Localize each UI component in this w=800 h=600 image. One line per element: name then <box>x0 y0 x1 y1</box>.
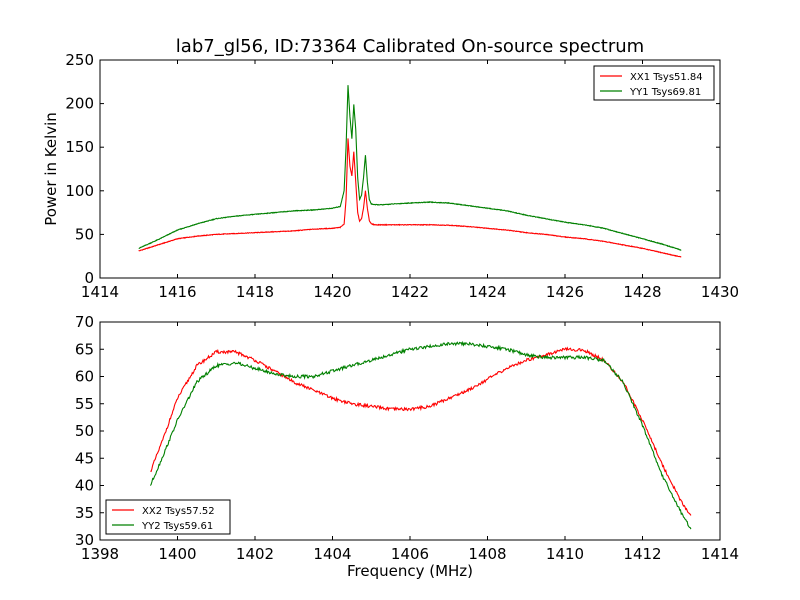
x-tick-label: 1426 <box>546 283 584 301</box>
y-tick-label: 55 <box>75 395 94 413</box>
x-tick-label: 1412 <box>623 545 661 563</box>
legend-entry: XX1 Tsys51.84 <box>630 72 703 83</box>
y-tick-label: 60 <box>75 368 94 386</box>
y-tick-label: 40 <box>75 477 94 495</box>
y-tick-label: 100 <box>65 182 94 200</box>
x-tick-label: 1408 <box>468 545 506 563</box>
y-tick-label: 45 <box>75 449 94 467</box>
y-tick-label: 0 <box>84 269 94 287</box>
y-tick-label: 50 <box>75 225 94 243</box>
series-line-1-1 <box>138 138 682 258</box>
legend-box <box>593 65 715 101</box>
legend-entry: YY1 Tsys69.81 <box>629 87 701 98</box>
y-tick-label: 200 <box>65 95 94 113</box>
legend-box <box>105 499 231 535</box>
x-tick-label: 1400 <box>158 545 196 563</box>
x-tick-label: 1406 <box>391 545 429 563</box>
y-tick-label: 150 <box>65 138 94 156</box>
x-tick-label: 1414 <box>701 545 739 563</box>
x-tick-label: 1418 <box>236 283 274 301</box>
legend-entry: XX2 Tsys57.52 <box>142 506 215 517</box>
bottom-spectrum-panel: 1398 1400 1402 1404 1406 1408 1410 1412 1414 30 35… <box>75 313 739 563</box>
x-tick-label: 1422 <box>391 283 429 301</box>
x-tick-label: 1404 <box>313 545 351 563</box>
y-tick-label: 70 <box>75 313 94 331</box>
x-tick-label: 1410 <box>546 545 584 563</box>
legend: XX1 Tsys51.84 YY1 Tsys69.81 <box>593 65 715 101</box>
figure-title: lab7_gl56, ID:73364 Calibrated On-source… <box>176 36 644 57</box>
x-tick-label: 1424 <box>468 283 506 301</box>
series-line-2-2 <box>149 340 692 530</box>
top-spectrum-panel: 1414 1416 1418 1420 1422 1424 1426 1428 1430 0 50 1… <box>65 51 739 301</box>
x-tick-label: 1402 <box>236 545 274 563</box>
y-axis-label: Power in Kelvin <box>42 112 60 226</box>
series-line-2-1 <box>150 346 692 516</box>
x-tick-label: 1420 <box>313 283 351 301</box>
x-tick-label: 1416 <box>158 283 196 301</box>
y-tick-label: 250 <box>65 51 94 69</box>
legend-entry: YY2 Tsys59.61 <box>141 521 213 532</box>
y-tick-label: 30 <box>75 531 94 549</box>
x-tick-label: 1428 <box>623 283 661 301</box>
x-tick-label: 1398 <box>81 545 119 563</box>
x-axis-label: Frequency (MHz) <box>347 562 473 580</box>
series-line-1-2 <box>138 85 682 251</box>
y-tick-label: 35 <box>75 504 94 522</box>
y-tick-label: 50 <box>75 422 94 440</box>
x-tick-label: 1430 <box>701 283 739 301</box>
legend: XX2 Tsys57.52 YY2 Tsys59.61 <box>105 499 231 535</box>
y-tick-label: 65 <box>75 340 94 358</box>
x-tick-label: 1414 <box>81 283 119 301</box>
